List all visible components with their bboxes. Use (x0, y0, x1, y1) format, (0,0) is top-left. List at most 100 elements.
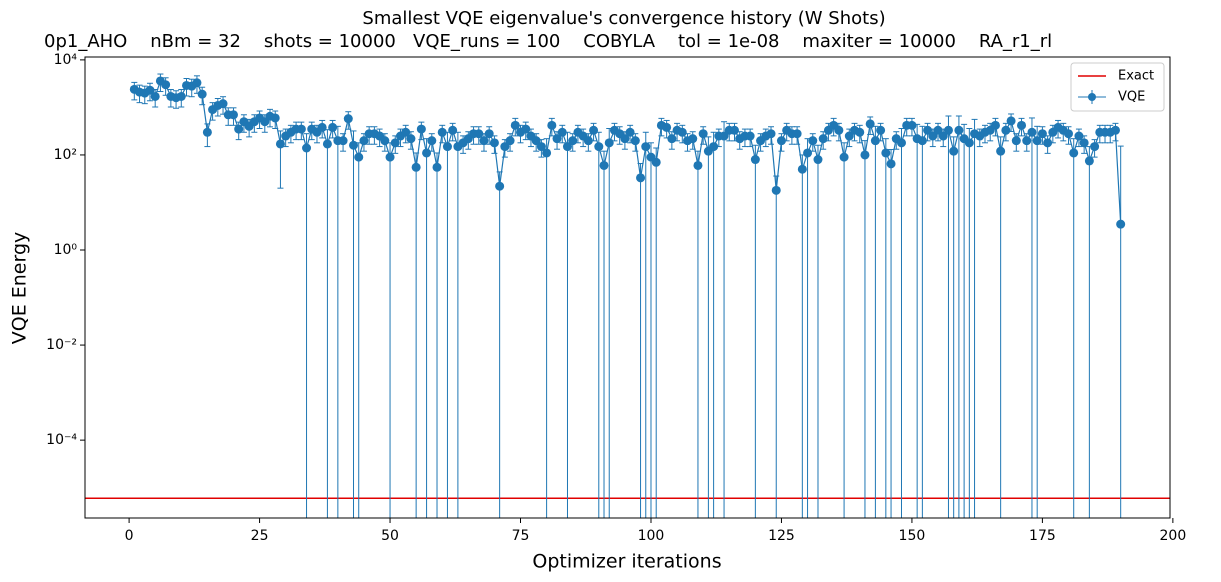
vqe-point (1027, 127, 1037, 137)
vqe-point (651, 157, 661, 167)
vqe-point (1090, 142, 1100, 152)
vqe-point (1043, 138, 1053, 148)
vqe-point (636, 173, 646, 183)
x-tick-label: 75 (512, 528, 530, 544)
vqe-point (834, 125, 844, 135)
vqe-point (996, 146, 1006, 156)
vqe-point (1006, 116, 1016, 126)
vqe-point (599, 160, 609, 170)
vqe-point (176, 91, 186, 101)
vqe-point (234, 124, 244, 134)
vqe-point (385, 152, 395, 162)
vqe-point (197, 89, 207, 99)
vqe-point (562, 142, 572, 152)
vqe-point (990, 120, 1000, 130)
vqe-point (943, 125, 953, 135)
vqe-point (1011, 136, 1021, 146)
vqe-point (792, 129, 802, 139)
vqe-point (161, 80, 171, 90)
vqe-point (698, 129, 708, 139)
x-tick-label: 200 (1160, 528, 1187, 544)
vqe-point (949, 146, 959, 156)
vqe-point (432, 162, 442, 172)
vqe-point (594, 142, 604, 152)
legend-label: VQE (1118, 90, 1145, 105)
chart-subtitle: 0p1_AHO nBm = 32 shots = 10000 VQE_runs … (44, 31, 1052, 52)
vqe-point (202, 127, 212, 137)
vqe-point (1110, 125, 1120, 135)
vqe-point (1079, 138, 1089, 148)
vqe-point (797, 164, 807, 174)
vqe-point (1116, 219, 1126, 229)
vqe-point (923, 125, 933, 135)
vqe-point (474, 129, 484, 139)
vqe-point (860, 150, 870, 160)
vqe-point (536, 142, 546, 152)
y-tick-label: 10⁻² (46, 337, 77, 353)
vqe-point (354, 152, 364, 162)
vqe-point (1017, 120, 1027, 130)
vqe-point (855, 127, 865, 137)
vqe-point (630, 136, 640, 146)
vqe-point (270, 113, 280, 123)
vqe-point (865, 119, 875, 129)
vqe-point (1032, 136, 1042, 146)
vqe-point (1063, 129, 1073, 139)
y-axis-label: VQE Energy (9, 232, 31, 345)
legend-swatch (1088, 93, 1096, 101)
vqe-point (437, 127, 447, 137)
vqe-point (416, 124, 426, 134)
vqe-point (552, 134, 562, 144)
vqe-point (662, 122, 672, 132)
vqe-point (296, 124, 306, 134)
vqe-point (693, 160, 703, 170)
vqe-point (150, 91, 160, 101)
vqe-point (604, 138, 614, 148)
vqe-point (907, 120, 917, 130)
vqe-point (745, 131, 755, 141)
vqe-point (380, 136, 390, 146)
vqe-point (1001, 125, 1011, 135)
vqe-point (406, 134, 416, 144)
vqe-point (589, 125, 599, 135)
vqe-point (338, 136, 348, 146)
vqe-point (954, 125, 964, 135)
vqe-point (886, 159, 896, 169)
vqe-point (928, 131, 938, 141)
vqe-point (1084, 156, 1094, 166)
vqe-line (134, 80, 1122, 225)
vqe-point (1022, 136, 1032, 146)
vqe-point (542, 148, 552, 158)
vqe-point (719, 131, 729, 141)
y-tick-label: 10⁻⁴ (46, 432, 77, 448)
chart-title: Smallest VQE eigenvalue's convergence hi… (362, 8, 885, 29)
vqe-point (625, 127, 635, 137)
vqe-point (896, 138, 906, 148)
vqe-point (448, 125, 458, 135)
vqe-point (568, 136, 578, 146)
vqe-point (667, 134, 677, 144)
vqe-point (145, 85, 155, 95)
vqe-point (876, 125, 886, 135)
x-tick-label: 175 (1029, 528, 1056, 544)
vqe-point (489, 138, 499, 148)
vqe-point (870, 136, 880, 146)
vqe-point (917, 136, 927, 146)
vqe-point (218, 99, 228, 109)
vqe-point (505, 136, 515, 146)
y-tick-label: 10⁰ (54, 242, 78, 258)
plot-area (85, 73, 1170, 518)
vqe-point (620, 134, 630, 144)
vqe-point (881, 148, 891, 158)
vqe-point (547, 120, 557, 130)
vqe-point (938, 131, 948, 141)
vqe-point (317, 122, 327, 132)
vqe-point (750, 155, 760, 165)
vqe-point (442, 142, 452, 152)
vqe-point (677, 127, 687, 137)
y-tick-label: 10² (54, 147, 77, 163)
vqe-point (401, 127, 411, 137)
vqe-point (275, 139, 285, 149)
plot-frame (84, 56, 1171, 519)
x-tick-label: 125 (768, 528, 795, 544)
